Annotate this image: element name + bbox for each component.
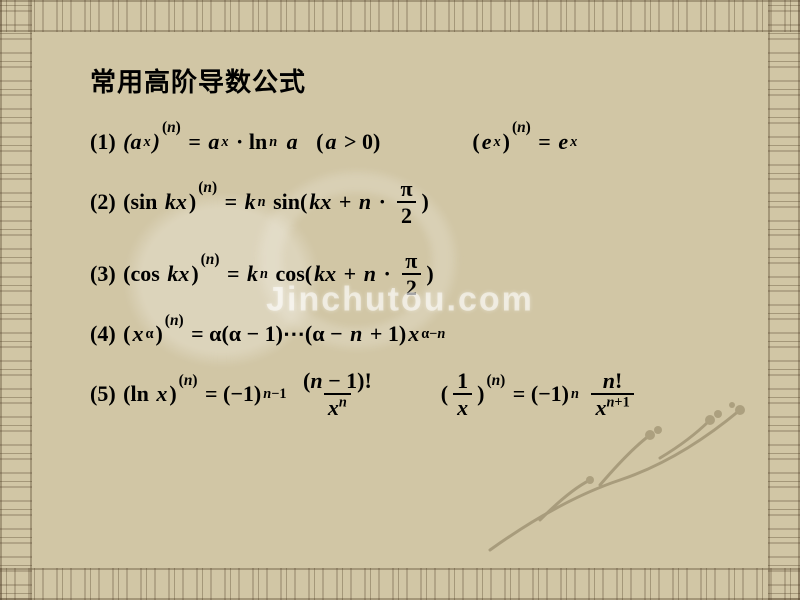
formula-2-label: (2): [90, 189, 116, 215]
pi-num-2: π: [401, 249, 421, 273]
pi-num: π: [396, 177, 416, 201]
formula-4-label: (4): [90, 321, 116, 347]
two-den-2: 2: [402, 273, 421, 299]
formula-5-label: (5): [90, 381, 116, 407]
formula-row-3: (3) (cos kx)(n) = kn cos(kx + n · π2 ): [90, 249, 720, 299]
formula-3-label: (3): [90, 261, 116, 287]
formula-row-5: (5) (ln x)(n) = (−1)n−1 (n − 1)! xn ( 1x…: [90, 369, 720, 419]
page-title: 常用高阶导数公式: [90, 62, 720, 99]
formula-5-aside: ( 1x )(n) = (−1)n n! xn+1: [441, 369, 637, 419]
slide: 常用高阶导数公式 (1) (ax)(n) = ax · lnn a (a > 0…: [0, 0, 800, 600]
formula-1-main: (1) (ax)(n) = ax · lnn a (a > 0): [90, 129, 380, 155]
formula-row-4: (4) (xα)(n) = α(α − 1)⋯(α − n + 1)xα−n: [90, 321, 720, 347]
formula-2: (2) (sin kx)(n) = kn sin(kx + n · π2 ): [90, 177, 429, 227]
content-area: 常用高阶导数公式 (1) (ax)(n) = ax · lnn a (a > 0…: [90, 62, 720, 540]
formula-row-2: (2) (sin kx)(n) = kn sin(kx + n · π2 ): [90, 177, 720, 227]
formula-1-label: (1): [90, 129, 116, 155]
formula-4: (4) (xα)(n) = α(α − 1)⋯(α − n + 1)xα−n: [90, 321, 445, 347]
formula-3: (3) (cos kx)(n) = kn cos(kx + n · π2 ): [90, 249, 434, 299]
two-den: 2: [397, 201, 416, 227]
formula-row-1: (1) (ax)(n) = ax · lnn a (a > 0) (ex)(n)…: [90, 129, 720, 155]
formula-5-main: (5) (ln x)(n) = (−1)n−1 (n − 1)! xn: [90, 369, 379, 419]
formula-1-aside: (ex)(n) = ex: [472, 129, 577, 155]
